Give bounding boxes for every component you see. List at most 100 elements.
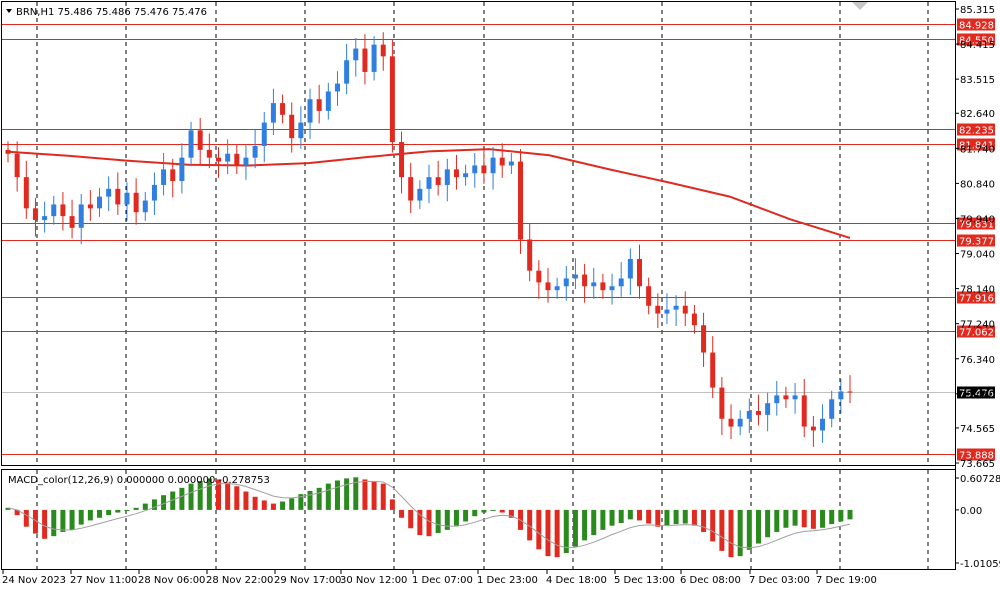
candle-body — [436, 177, 441, 185]
candle-body — [527, 240, 532, 271]
candle-body — [152, 185, 157, 201]
macd-bar — [134, 508, 139, 510]
price-tick-label: 73.665 — [960, 459, 995, 470]
time-tick-label: 28 Nov 22:00 — [206, 575, 273, 586]
candle-body — [33, 208, 38, 220]
macd-bar — [106, 510, 111, 515]
candle-body — [317, 99, 322, 111]
candle-body — [838, 391, 843, 399]
macd-bar — [271, 504, 276, 510]
macd-bar — [491, 510, 496, 511]
candle-body — [591, 282, 596, 286]
macd-bar — [317, 488, 322, 510]
macd-bar — [545, 510, 550, 556]
candle-body — [820, 419, 825, 431]
macd-bar — [738, 510, 743, 556]
candle-body — [481, 165, 486, 173]
candle-body — [719, 388, 724, 419]
macd-bar — [97, 510, 102, 518]
candle-body — [674, 306, 679, 310]
macd-bar — [619, 510, 624, 523]
macd-bar — [719, 510, 724, 551]
candle-body — [124, 193, 129, 205]
candle-body — [765, 403, 770, 415]
candle-body — [106, 189, 111, 197]
macd-bar — [820, 510, 825, 528]
price-tick-label: 80.840 — [960, 179, 995, 190]
macd-bar — [326, 484, 331, 510]
macd-bar — [381, 484, 386, 510]
candle-body — [189, 130, 194, 157]
macd-bar — [600, 510, 605, 530]
candle-body — [500, 158, 505, 166]
candle-body — [564, 278, 569, 286]
macd-bar — [436, 510, 441, 533]
macd-bar — [783, 510, 788, 528]
candle-body — [308, 99, 313, 122]
candle-body — [793, 395, 798, 399]
macd-bar — [445, 510, 450, 530]
macd-bar — [683, 510, 688, 524]
level-label: 82.235 — [959, 126, 994, 137]
macd-bar — [70, 510, 75, 530]
candle-body — [289, 115, 294, 138]
candle-body — [427, 177, 432, 189]
price-tick-label: 77.240 — [960, 320, 995, 331]
candle-body — [97, 197, 102, 209]
macd-bar — [692, 510, 697, 526]
candle-body — [701, 325, 706, 352]
candle-body — [518, 162, 523, 240]
candle-body — [829, 399, 834, 418]
macd-bar — [674, 510, 679, 524]
candle-body — [234, 154, 239, 166]
candle-body — [646, 286, 651, 305]
candle-body — [628, 259, 633, 278]
candle-body — [170, 169, 175, 181]
macd-bar — [253, 497, 258, 510]
candle-body — [51, 204, 56, 216]
price-tick-label: 83.515 — [960, 75, 995, 86]
macd-bar — [582, 510, 587, 540]
macd-bar — [564, 510, 569, 553]
macd-bar — [308, 491, 313, 510]
candle-body — [24, 177, 29, 208]
candle-body — [729, 419, 734, 427]
candle-body — [664, 310, 669, 314]
time-tick-label: 1 Dec 23:00 — [477, 575, 538, 586]
macd-bar — [124, 510, 129, 511]
candle-body — [390, 56, 395, 142]
level-label: 79.377 — [959, 237, 994, 248]
macd-bar — [610, 510, 615, 526]
candle-body — [600, 282, 605, 290]
candle-body — [747, 411, 752, 419]
macd-bar — [655, 510, 660, 527]
macd-bar — [115, 510, 120, 513]
candle-body — [738, 419, 743, 427]
macd-bar — [646, 510, 651, 524]
macd-bar — [362, 479, 367, 509]
macd-bar — [234, 486, 239, 510]
macd-bar — [399, 510, 404, 518]
candle-body — [60, 204, 65, 216]
candle-body — [610, 286, 615, 290]
candle-body — [454, 169, 459, 177]
macd-bar — [848, 510, 853, 519]
candle-body — [783, 395, 788, 399]
macd-bar — [811, 510, 816, 529]
macd-bar — [628, 510, 633, 519]
candle-body — [555, 286, 560, 290]
candle-body — [70, 216, 75, 228]
time-tick-label: 4 Dec 18:00 — [546, 575, 607, 586]
macd-bar — [829, 510, 834, 524]
macd-bar — [463, 510, 468, 522]
candle-body — [582, 275, 587, 287]
candle-body — [491, 158, 496, 174]
candle-body — [463, 173, 468, 177]
candle-body — [335, 84, 340, 92]
candle-body — [536, 271, 541, 283]
time-tick-label: 6 Dec 08:00 — [680, 575, 741, 586]
candle-body — [88, 204, 93, 208]
macd-bar — [390, 499, 395, 510]
candle-body — [216, 158, 221, 162]
